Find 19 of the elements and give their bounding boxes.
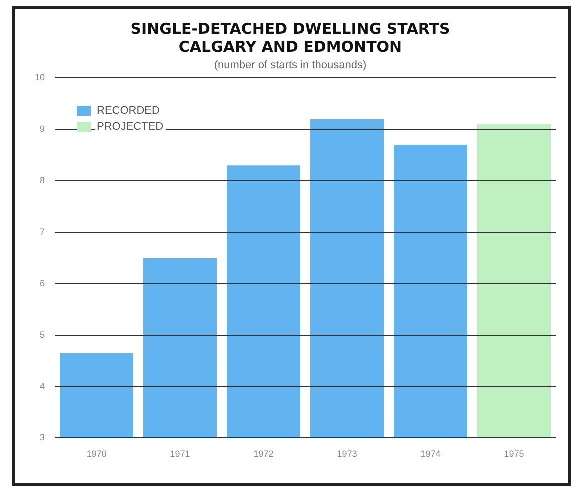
y-tick-label: 10 (34, 72, 46, 83)
legend-label: PROJECTED (95, 121, 166, 133)
text: CALGARY AND EDMONTON (178, 38, 402, 56)
x-tick-label: 1972 (254, 449, 274, 460)
x-tick-label: 1974 (420, 449, 441, 460)
y-tick-label: 5 (40, 330, 46, 340)
text: SINGLE-DETACHED DWELLING STARTS (130, 20, 450, 38)
legend-label: RECORDED (95, 105, 162, 117)
y-tick-label: 3 (40, 432, 46, 443)
x-tick-label: 1971 (170, 449, 190, 460)
y-tick-label: 4 (40, 381, 46, 392)
x-tick-label: 1970 (86, 449, 107, 460)
y-tick-label: 7 (40, 226, 46, 237)
x-tick-label: 1973 (337, 449, 358, 460)
y-tick-label: 9 (40, 124, 46, 134)
y-tick-label: 8 (40, 176, 46, 186)
x-tick-label: 1975 (504, 449, 524, 460)
chart-subtitle: (number of starts in thousands) (214, 60, 367, 72)
y-tick-label: 6 (40, 278, 46, 288)
